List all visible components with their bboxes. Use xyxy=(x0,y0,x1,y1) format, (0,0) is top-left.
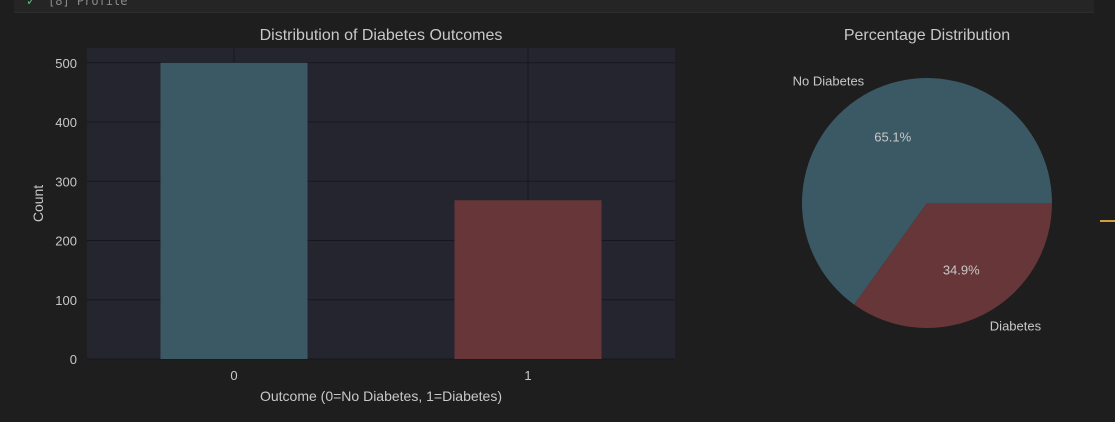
y-tick-label: 400 xyxy=(55,115,77,130)
pie-labels: 65.1% No Diabetes 34.9% Diabetes xyxy=(793,74,1042,334)
check-icon: ✓ xyxy=(26,0,37,8)
bar-chart: Distribution of Diabetes Outcomes 010020… xyxy=(30,27,675,404)
y-tick-labels: 0 100 200 300 400 500 xyxy=(55,56,77,367)
y-tick-label: 0 xyxy=(70,352,77,367)
x-tick-label: 0 xyxy=(230,368,237,383)
charts-figure: Distribution of Diabetes Outcomes 010020… xyxy=(30,27,1052,404)
bar-marks xyxy=(160,62,602,360)
y-axis-label: Count xyxy=(30,185,46,222)
cell-header: ✓ [8] Profile xyxy=(14,0,1094,13)
cell-output: Distribution of Diabetes Outcomes 0 100 20… xyxy=(0,14,1115,417)
y-tick-label: 500 xyxy=(55,56,77,71)
pie-category-label: No Diabetes xyxy=(793,74,865,89)
pie-slices xyxy=(802,77,1052,328)
x-axis-label: Outcome (0=No Diabetes, 1=Diabetes) xyxy=(260,388,502,404)
pie-chart: Percentage Distribution 65.1% No Diabetes… xyxy=(793,27,1052,333)
bar-1 xyxy=(454,200,602,359)
pie-slice-0 xyxy=(802,77,1052,305)
y-tick-label: 300 xyxy=(55,174,77,189)
y-tick-label: 200 xyxy=(55,234,77,249)
pie-percent-label: 65.1% xyxy=(874,129,911,144)
x-tick-label: 1 xyxy=(524,368,531,383)
y-tick-label: 100 xyxy=(55,293,77,308)
scrollbar-marker xyxy=(1100,220,1115,222)
pie-category-label: Diabetes xyxy=(990,318,1042,333)
bar-0 xyxy=(160,62,308,360)
pie-slice-1 xyxy=(854,203,1052,328)
pie-percent-label: 34.9% xyxy=(943,263,980,278)
pie-chart-title: Percentage Distribution xyxy=(844,27,1010,44)
cell-label: [8] Profile xyxy=(48,0,128,8)
bar-chart-title: Distribution of Diabetes Outcomes xyxy=(260,27,503,44)
